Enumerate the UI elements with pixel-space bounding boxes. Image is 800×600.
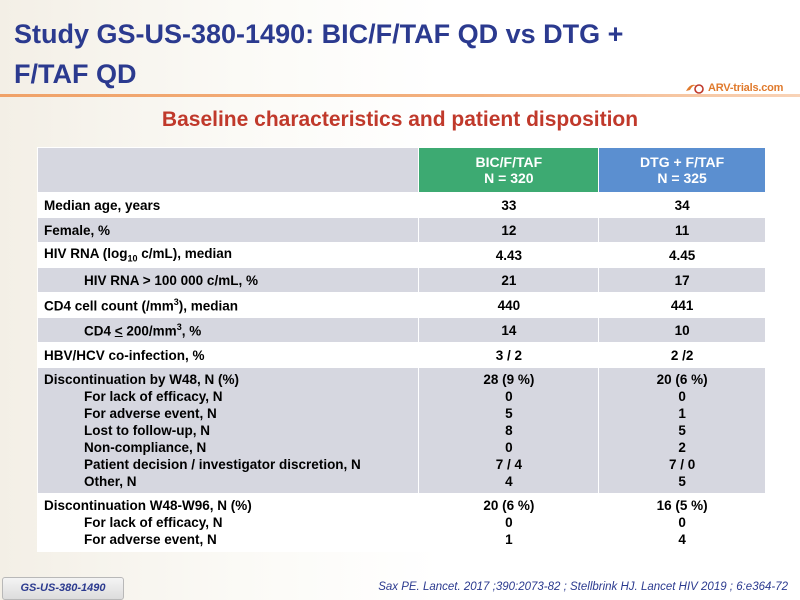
sub-item-label: For adverse event, N — [84, 406, 217, 421]
bic-value: 3 / 2 — [418, 342, 600, 368]
row-label: Discontinuation W48-W96, N (%) For lack … — [36, 493, 420, 552]
bic-value: 33 — [418, 192, 600, 218]
label-superscript: 3 — [176, 321, 182, 332]
label-part: HIV RNA (log — [44, 246, 128, 262]
logo-mark-icon — [684, 81, 706, 95]
header-bic-ftaf: BIC/F/TAF N = 320 — [418, 147, 600, 193]
sub-item-value: 2 — [678, 440, 686, 455]
sub-item-value: 0 — [505, 515, 513, 530]
label-part: 200/mm — [122, 323, 177, 339]
sub-item-label: For lack of efficacy, N — [84, 515, 223, 530]
sub-item-value: 0 — [505, 440, 513, 455]
group-header-label: Discontinuation by W48, N (%) — [44, 372, 240, 387]
section-subtitle: Baseline characteristics and patient dis… — [161, 108, 639, 131]
table-row-median-age: Median age, years 33 34 — [36, 192, 766, 218]
label-part: c/mL), median — [137, 246, 233, 262]
bic-value: 12 — [418, 217, 600, 243]
dtg-arm-n: N = 325 — [657, 170, 707, 186]
sub-item-value: 7 / 4 — [495, 457, 522, 472]
group-header-label: Discontinuation W48-W96, N (%) — [44, 498, 252, 513]
row-label: HBV/HCV co-infection, % — [36, 342, 420, 368]
sub-item-value: 1 — [505, 532, 513, 547]
row-label: HIV RNA > 100 000 c/mL, % — [36, 267, 420, 293]
group-header-value: 16 (5 %) — [656, 498, 708, 513]
group-header-value: 20 (6 %) — [483, 498, 535, 513]
sub-item-label: Patient decision / investigator discreti… — [84, 457, 361, 472]
label-le-symbol: < — [114, 323, 123, 339]
bic-value: 28 (9 %) 0 5 8 0 7 / 4 4 — [418, 367, 600, 494]
slide-title: Study GS-US-380-1490: BIC/F/TAF QD vs DT… — [14, 19, 624, 89]
table-header-row: BIC/F/TAF N = 320 DTG + F/TAF N = 325 — [36, 147, 766, 193]
arv-trials-logo: ARV-trials.com — [684, 79, 796, 97]
bic-value: 440 — [418, 292, 600, 318]
label-part: , % — [181, 323, 202, 339]
row-label: CD4 cell count (/mm3), median — [36, 292, 420, 318]
sub-item-value: 5 — [505, 406, 513, 421]
dtg-value: 20 (6 %) 0 1 5 2 7 / 0 5 — [598, 367, 766, 494]
dtg-value: 2 /2 — [598, 342, 766, 368]
bic-value: 20 (6 %) 0 1 — [418, 493, 600, 552]
dtg-arm-name: DTG + F/TAF — [640, 154, 725, 170]
group-header-value: 20 (6 %) — [656, 372, 708, 387]
sub-item-value: 1 — [678, 406, 686, 421]
label-part: CD4 cell count (/mm — [44, 298, 174, 314]
sub-item-value: 0 — [678, 515, 686, 530]
dtg-value: 17 — [598, 267, 766, 293]
table-row-hiv-rna-median: HIV RNA (log10 c/mL), median 4.43 4.45 — [36, 242, 766, 268]
reference-citation: Sax PE. Lancet. 2017 ;390:2073-82 ; Stel… — [378, 581, 788, 593]
row-label: CD4 < 200/mm3, % — [36, 317, 420, 343]
sub-item-label: Non-compliance, N — [84, 440, 207, 455]
sub-item-value: 0 — [678, 389, 686, 404]
row-label: HIV RNA (log10 c/mL), median — [36, 242, 420, 268]
header-blank-cell — [36, 147, 420, 193]
bic-value: 21 — [418, 267, 600, 293]
sub-item-value: 4 — [678, 532, 686, 547]
dtg-value: 10 — [598, 317, 766, 343]
sub-item-value: 0 — [505, 389, 513, 404]
group-header-value: 28 (9 %) — [483, 372, 535, 387]
title-divider — [0, 94, 800, 97]
table-row-discontinuation-w48-w96: Discontinuation W48-W96, N (%) For lack … — [36, 493, 766, 552]
sub-item-label: Lost to follow-up, N — [84, 423, 210, 438]
bic-arm-n: N = 320 — [484, 170, 534, 186]
sub-item-label: For lack of efficacy, N — [84, 389, 223, 404]
dtg-value: 441 — [598, 292, 766, 318]
study-tag: GS-US-380-1490 — [2, 577, 124, 600]
logo-text: ARV-trials.com — [708, 82, 784, 94]
row-label: Discontinuation by W48, N (%) For lack o… — [36, 367, 420, 494]
sub-item-value: 7 / 0 — [668, 457, 696, 472]
bic-arm-name: BIC/F/TAF — [475, 154, 543, 170]
label-subscript: 10 — [127, 253, 138, 264]
baseline-table: BIC/F/TAF N = 320 DTG + F/TAF N = 325 Me… — [36, 147, 766, 552]
sub-item-value: 5 — [678, 474, 686, 489]
bic-value: 4.43 — [418, 242, 600, 268]
dtg-value: 34 — [598, 192, 766, 218]
row-label: Median age, years — [36, 192, 420, 218]
label-superscript: 3 — [173, 296, 179, 307]
bic-value: 14 — [418, 317, 600, 343]
dtg-value: 16 (5 %) 0 4 — [598, 493, 766, 552]
table-row-hiv-rna-100000: HIV RNA > 100 000 c/mL, % 21 17 — [36, 267, 766, 293]
sub-item-value: 5 — [678, 423, 686, 438]
dtg-value: 4.45 — [598, 242, 766, 268]
dtg-value: 11 — [598, 217, 766, 243]
sub-item-value: 4 — [505, 474, 513, 489]
sub-item-label: Other, N — [84, 474, 137, 489]
sub-item-value: 8 — [505, 423, 513, 438]
table-row-hbv-hcv: HBV/HCV co-infection, % 3 / 2 2 /2 — [36, 342, 766, 368]
sub-item-label: For adverse event, N — [84, 532, 217, 547]
header-dtg-ftaf: DTG + F/TAF N = 325 — [598, 147, 766, 193]
row-label: Female, % — [36, 217, 420, 243]
table-row-cd4-median: CD4 cell count (/mm3), median 440 441 — [36, 292, 766, 318]
table-row-cd4-200: CD4 < 200/mm3, % 14 10 — [36, 317, 766, 343]
table-row-female: Female, % 12 11 — [36, 217, 766, 243]
label-part: ), median — [178, 298, 239, 314]
label-part: CD4 — [84, 323, 115, 339]
table-row-discontinuation-w48: Discontinuation by W48, N (%) For lack o… — [36, 367, 766, 494]
